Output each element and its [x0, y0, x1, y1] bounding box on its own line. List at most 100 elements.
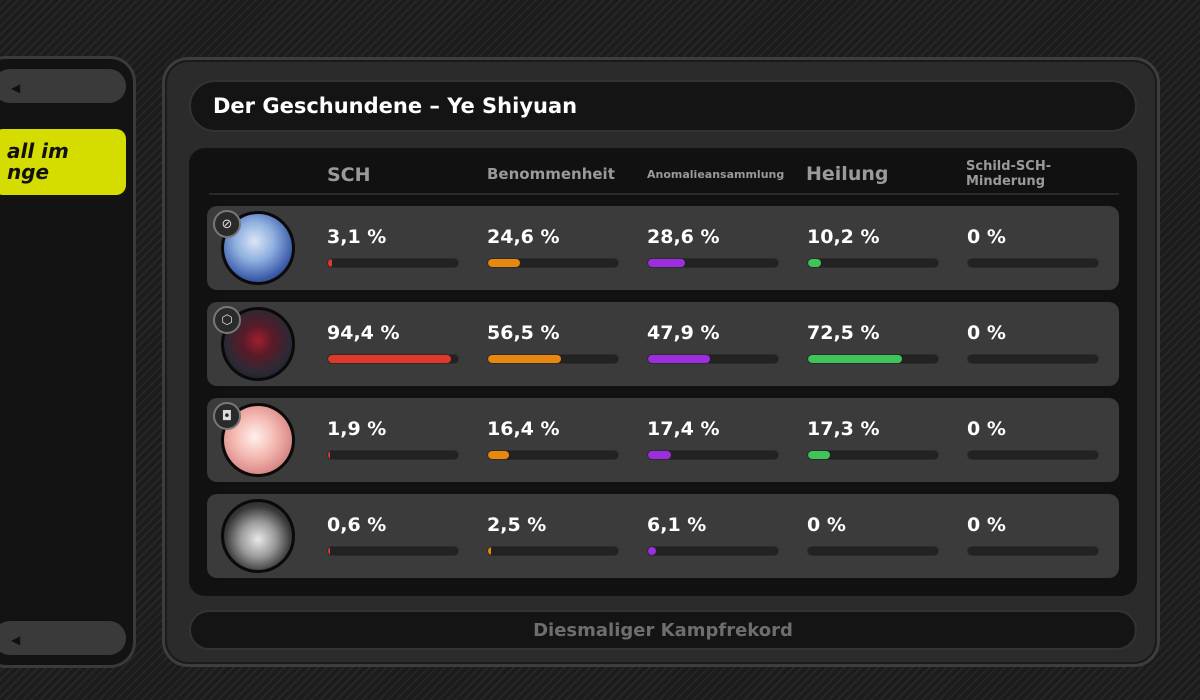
- stat-value: 1,9 %: [327, 418, 387, 440]
- arrow-icon: ◀: [11, 81, 21, 95]
- stat-bar: [647, 546, 779, 556]
- stat-bar: [647, 450, 779, 460]
- stat-bar: [967, 546, 1099, 556]
- side-panel-down-button[interactable]: ◀: [0, 621, 126, 655]
- stat-bar-fill: [648, 355, 711, 363]
- stat-bar: [807, 450, 939, 460]
- stat-bar: [647, 354, 779, 364]
- stat-cell: 28,6 %: [647, 226, 779, 268]
- bangboo-avatar: [224, 502, 292, 570]
- stat-cell: 0 %: [967, 418, 1099, 460]
- stat-bar-fill: [808, 355, 903, 363]
- stat-cell: 0 %: [807, 514, 939, 556]
- stat-bar-fill: [328, 259, 333, 267]
- stat-cell: 16,4 %: [487, 418, 619, 460]
- stat-cell: 94,4 %: [327, 322, 459, 364]
- stat-bar-fill: [488, 547, 492, 555]
- stat-value: 0 %: [967, 226, 1006, 248]
- stat-value: 2,5 %: [487, 514, 547, 536]
- stat-bar: [327, 354, 459, 364]
- stat-cell: 24,6 %: [487, 226, 619, 268]
- stat-value: 3,1 %: [327, 226, 387, 248]
- stat-cell: 2,5 %: [487, 514, 619, 556]
- stat-value: 24,6 %: [487, 226, 560, 248]
- stat-cell: 17,4 %: [647, 418, 779, 460]
- stat-bar: [487, 450, 619, 460]
- column-header-heilung: Heilung: [806, 163, 889, 185]
- side-panel-entry-line: all im: [7, 139, 69, 163]
- stats-table: SCH Benommenheit Anomalieansammlung Heil…: [189, 148, 1137, 596]
- stat-bar: [807, 258, 939, 268]
- table-header: SCH Benommenheit Anomalieansammlung Heil…: [189, 148, 1137, 194]
- stat-bar: [487, 546, 619, 556]
- stat-bar: [487, 258, 619, 268]
- attack-icon: ⊘: [213, 210, 241, 238]
- stat-bar: [967, 354, 1099, 364]
- stat-cell: 17,3 %: [807, 418, 939, 460]
- battle-record-label: Diesmaliger Kampfrekord: [533, 619, 793, 641]
- table-row: ◘ 1,9 % 16,4 % 17,4 % 17,3 % 0 %: [207, 398, 1119, 482]
- column-header-schild: Schild-SCH-Minderung: [966, 159, 1052, 189]
- stat-value: 10,2 %: [807, 226, 880, 248]
- stat-value: 16,4 %: [487, 418, 560, 440]
- page-title: Der Geschundene – Ye Shiyuan: [213, 94, 578, 118]
- stat-bar-fill: [648, 259, 686, 267]
- stat-cell: 6,1 %: [647, 514, 779, 556]
- stat-bar-fill: [488, 451, 510, 459]
- stat-bar: [967, 450, 1099, 460]
- stat-bar-fill: [328, 451, 331, 459]
- table-row: ⊘ 3,1 % 24,6 % 28,6 % 10,2 % 0 %: [207, 206, 1119, 290]
- stat-cell: 0 %: [967, 322, 1099, 364]
- stat-cell: 0 %: [967, 514, 1099, 556]
- stat-bar: [807, 354, 939, 364]
- stat-bar-fill: [488, 259, 520, 267]
- stat-value: 94,4 %: [327, 322, 400, 344]
- stat-cell: 72,5 %: [807, 322, 939, 364]
- stat-value: 0 %: [807, 514, 846, 536]
- stat-value: 0 %: [967, 418, 1006, 440]
- stat-bar: [967, 258, 1099, 268]
- avatar[interactable]: [221, 499, 295, 573]
- stat-bar-fill: [808, 451, 831, 459]
- stat-cell: 47,9 %: [647, 322, 779, 364]
- divider: [209, 193, 1119, 195]
- stat-cell: 10,2 %: [807, 226, 939, 268]
- stat-bar: [647, 258, 779, 268]
- side-panel-entry-line: nge: [7, 160, 50, 184]
- side-panel-selected-entry[interactable]: all im nge: [0, 129, 126, 195]
- battle-stats-panel: Der Geschundene – Ye Shiyuan SCH Benomme…: [162, 57, 1160, 667]
- column-header-anomalie: Anomalieansammlung: [647, 168, 785, 181]
- column-header-sch: SCH: [327, 164, 371, 186]
- stat-cell: 1,9 %: [327, 418, 459, 460]
- title-bar: Der Geschundene – Ye Shiyuan: [189, 80, 1137, 132]
- stat-cell: 3,1 %: [327, 226, 459, 268]
- stat-bar: [327, 450, 459, 460]
- stat-bar: [487, 354, 619, 364]
- stat-value: 47,9 %: [647, 322, 720, 344]
- stat-bar-fill: [648, 451, 671, 459]
- support-icon: ⬡: [213, 306, 241, 334]
- stat-value: 72,5 %: [807, 322, 880, 344]
- stat-value: 0,6 %: [327, 514, 387, 536]
- table-row: ⬡ 94,4 % 56,5 % 47,9 % 72,5 % 0 %: [207, 302, 1119, 386]
- stat-bar-fill: [648, 547, 656, 555]
- battle-record-button[interactable]: Diesmaliger Kampfrekord: [189, 610, 1137, 650]
- avatar[interactable]: [221, 307, 295, 381]
- side-panel-up-button[interactable]: ◀: [0, 69, 126, 103]
- stat-bar-fill: [328, 355, 451, 363]
- side-panel: ◀ all im nge ◀: [0, 56, 136, 668]
- stat-cell: 0,6 %: [327, 514, 459, 556]
- table-row: 0,6 % 2,5 % 6,1 % 0 % 0 %: [207, 494, 1119, 578]
- stat-bar: [327, 258, 459, 268]
- stat-cell: 56,5 %: [487, 322, 619, 364]
- stat-bar-fill: [328, 547, 330, 555]
- stat-cell: 0 %: [967, 226, 1099, 268]
- stat-value: 17,4 %: [647, 418, 720, 440]
- column-header-benommenheit: Benommenheit: [487, 165, 615, 183]
- stat-bar-fill: [808, 259, 822, 267]
- stat-bar-fill: [488, 355, 562, 363]
- stat-value: 0 %: [967, 514, 1006, 536]
- stat-value: 56,5 %: [487, 322, 560, 344]
- stat-bar: [327, 546, 459, 556]
- stat-value: 6,1 %: [647, 514, 707, 536]
